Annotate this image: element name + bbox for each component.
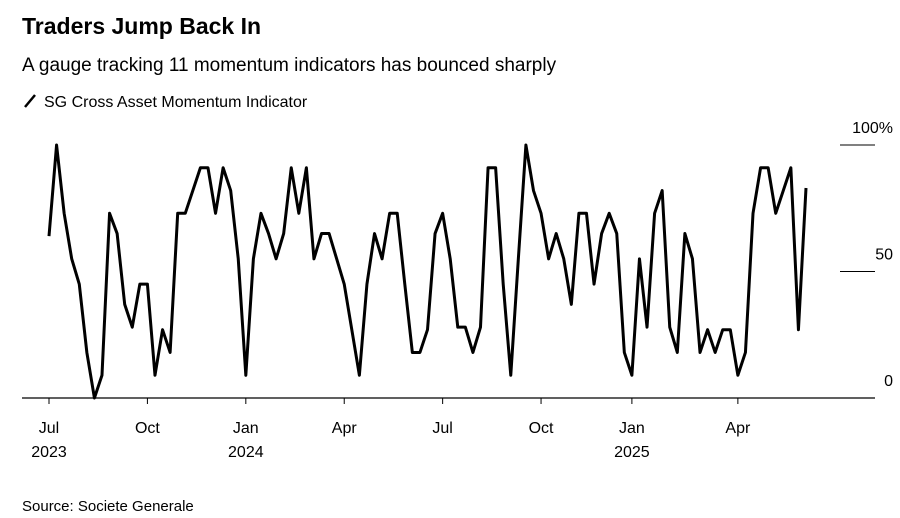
y-tick-label: 0 bbox=[884, 373, 893, 390]
y-tick-label: 100% bbox=[852, 120, 893, 137]
chart-subtitle: A gauge tracking 11 momentum indicators … bbox=[22, 55, 557, 76]
legend-label: SG Cross Asset Momentum Indicator bbox=[44, 94, 308, 111]
chart-title: Traders Jump Back In bbox=[22, 13, 261, 39]
x-tick-label: Jul bbox=[432, 420, 452, 437]
x-tick-label: Oct bbox=[135, 420, 160, 437]
source: Source: Societe Generale bbox=[22, 498, 194, 515]
x-tick-label: Oct bbox=[529, 420, 554, 437]
x-tick-label: Apr bbox=[332, 420, 358, 437]
x-tick-label: Jul 2023 bbox=[31, 420, 67, 461]
x-tick-label: Apr bbox=[725, 420, 751, 437]
x-tick-label: Jan 2024 bbox=[228, 420, 264, 461]
x-tick-label: Jan 2025 bbox=[614, 420, 650, 461]
y-tick-label: 50 bbox=[875, 247, 893, 264]
line-series bbox=[47, 143, 808, 400]
legend-swatch bbox=[24, 94, 36, 108]
